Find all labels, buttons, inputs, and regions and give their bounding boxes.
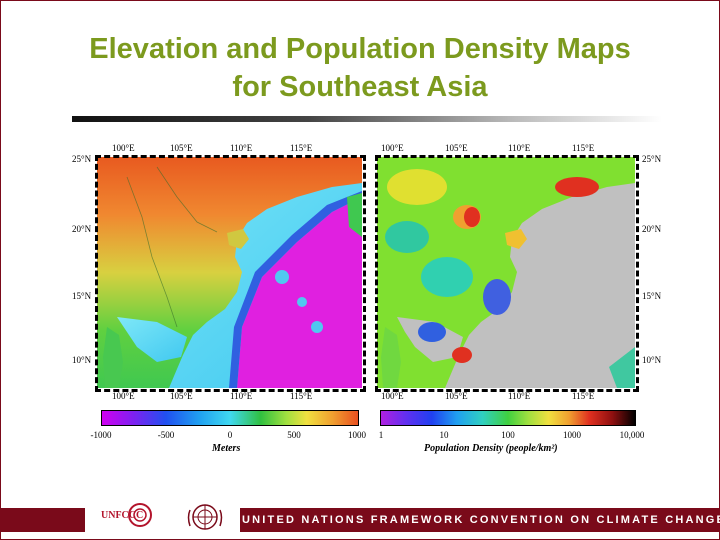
population-hainan [505, 229, 527, 249]
elev-left-tick: 10°N [72, 355, 92, 365]
elevation-peninsula [103, 327, 123, 388]
elev-left-tick: 25°N [72, 154, 92, 164]
elev-colorbar-tick: -500 [157, 430, 175, 440]
footer-text: UNITED NATIONS FRAMEWORK CONVENTION ON C… [242, 514, 720, 526]
elevation-deep-sea [237, 197, 362, 388]
elevation-hainan [227, 229, 249, 249]
elevation-seamount [311, 321, 323, 333]
elev-bottom-tick: 105°E [170, 391, 193, 401]
population-dense-area [464, 207, 480, 227]
pop-right-tick: 10°N [642, 355, 662, 365]
unfccc-logo-text: UNFCCC [101, 510, 144, 521]
population-patch [421, 257, 473, 297]
title-divider [72, 116, 662, 122]
elev-bottom-tick: 100°E [112, 391, 135, 401]
pop-top-tick: 100°E [381, 143, 404, 153]
unfccc-logo-icon [128, 503, 152, 527]
pop-bottom-tick: 115°E [572, 391, 595, 401]
elevation-river [156, 166, 218, 233]
elev-top-tick: 105°E [170, 143, 193, 153]
pop-bottom-tick: 105°E [445, 391, 468, 401]
pop-colorbar-tick: 1 [378, 430, 384, 440]
population-luzon [609, 347, 635, 388]
pop-bottom-tick: 110°E [508, 391, 531, 401]
elevation-map-border [95, 155, 366, 392]
population-dense-area [555, 177, 599, 197]
elev-left-tick: 20°N [72, 224, 92, 234]
elev-colorbar-tick: 1000 [348, 430, 366, 440]
elev-bottom-tick: 110°E [230, 391, 253, 401]
pop-right-tick: 15°N [642, 291, 662, 301]
elevation-gulf [117, 317, 187, 362]
population-patch [385, 221, 429, 253]
slide-title: Elevation and Population Density Maps fo… [0, 30, 720, 106]
pop-top-tick: 115°E [572, 143, 595, 153]
elev-top-tick: 115°E [290, 143, 313, 153]
population-patch [418, 322, 446, 342]
population-peninsula [381, 327, 401, 388]
pop-colorbar-tick: 10 [439, 430, 449, 440]
pop-colorbar-tick: 10,000 [619, 430, 645, 440]
elev-bottom-tick: 115°E [290, 391, 313, 401]
elevation-luzon [347, 193, 362, 237]
elev-top-tick: 110°E [230, 143, 253, 153]
population-patch [387, 169, 447, 205]
elev-left-tick: 15°N [72, 291, 92, 301]
pop-colorbar-tick: 1000 [563, 430, 581, 440]
population-patch [483, 279, 511, 315]
elevation-colorbar [101, 410, 359, 426]
un-emblem-icon [187, 504, 223, 530]
population-dense-area [452, 347, 472, 363]
title-line-1: Elevation and Population Density Maps [89, 33, 631, 65]
elevation-seamount [297, 297, 307, 307]
title-line-2: for Southeast Asia [232, 71, 488, 103]
pop-colorbar-tick: 100 [501, 430, 515, 440]
pop-top-tick: 105°E [445, 143, 468, 153]
pop-top-tick: 110°E [508, 143, 531, 153]
elevation-seamount [275, 270, 289, 284]
elev-colorbar-tick: 500 [287, 430, 301, 440]
pop-right-tick: 25°N [642, 154, 662, 164]
elevation-map [97, 157, 362, 388]
elevation-slope [229, 191, 362, 388]
elev-colorbar-tick: 0 [227, 430, 233, 440]
population-map [377, 157, 635, 388]
pop-right-tick: 20°N [642, 224, 662, 234]
pop-colorbar-title: Population Density (people/km²) [424, 443, 558, 454]
pop-bottom-tick: 100°E [381, 391, 404, 401]
elev-colorbar-title: Meters [212, 443, 241, 454]
population-map-border [375, 155, 639, 392]
population-colorbar [380, 410, 636, 426]
elev-top-tick: 100°E [112, 143, 135, 153]
elev-colorbar-tick: -1000 [90, 430, 112, 440]
elevation-river [126, 176, 178, 328]
